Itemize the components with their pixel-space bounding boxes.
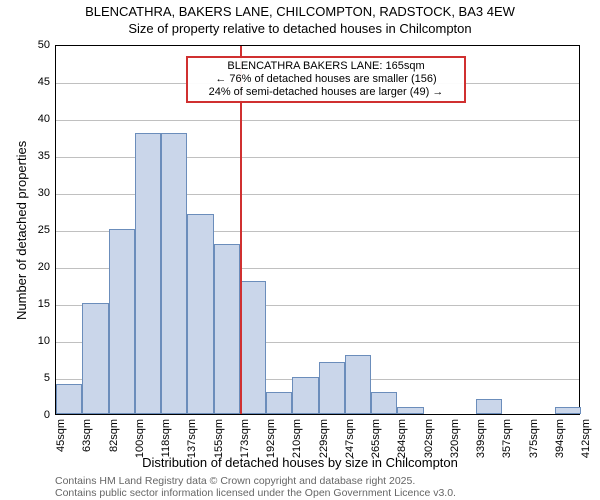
histogram-bar xyxy=(371,392,397,414)
histogram-bar xyxy=(292,377,318,414)
x-tick: 118sqm xyxy=(160,419,172,469)
histogram-bar xyxy=(82,303,108,414)
y-tick: 50 xyxy=(25,39,50,51)
x-tick: 210sqm xyxy=(291,419,303,469)
x-tick: 229sqm xyxy=(318,419,330,469)
histogram-bar xyxy=(266,392,292,414)
y-tick: 45 xyxy=(25,76,50,88)
histogram-bar xyxy=(240,281,266,414)
x-tick: 137sqm xyxy=(186,419,198,469)
x-tick: 63sqm xyxy=(81,419,93,469)
annotation-line: ← 76% of detached houses are smaller (15… xyxy=(194,73,458,86)
gridline xyxy=(56,120,579,121)
histogram-bar xyxy=(135,133,161,414)
histogram-bar xyxy=(476,399,502,414)
footer-1: Contains HM Land Registry data © Crown c… xyxy=(55,475,415,487)
annotation-line: BLENCATHRA BAKERS LANE: 165sqm xyxy=(194,60,458,73)
chart-title-2: Size of property relative to detached ho… xyxy=(0,21,600,36)
x-tick: 265sqm xyxy=(370,419,382,469)
histogram-bar xyxy=(397,407,423,414)
y-tick: 0 xyxy=(25,409,50,421)
x-tick: 173sqm xyxy=(239,419,251,469)
x-tick: 357sqm xyxy=(501,419,513,469)
y-tick: 35 xyxy=(25,150,50,162)
annotation-line: 24% of semi-detached houses are larger (… xyxy=(194,86,458,99)
x-tick: 155sqm xyxy=(213,419,225,469)
histogram-bar xyxy=(56,384,82,414)
x-tick: 192sqm xyxy=(265,419,277,469)
histogram-chart: BLENCATHRA, BAKERS LANE, CHILCOMPTON, RA… xyxy=(0,0,600,500)
x-tick: 82sqm xyxy=(108,419,120,469)
x-tick: 320sqm xyxy=(449,419,461,469)
plot-area: BLENCATHRA BAKERS LANE: 165sqm← 76% of d… xyxy=(55,45,580,415)
annotation-box: BLENCATHRA BAKERS LANE: 165sqm← 76% of d… xyxy=(186,56,466,103)
y-tick: 15 xyxy=(25,298,50,310)
histogram-bar xyxy=(161,133,187,414)
x-tick: 375sqm xyxy=(528,419,540,469)
y-tick: 5 xyxy=(25,372,50,384)
histogram-bar xyxy=(319,362,345,414)
y-tick: 20 xyxy=(25,261,50,273)
x-tick: 284sqm xyxy=(396,419,408,469)
histogram-bar xyxy=(214,244,240,414)
x-tick: 45sqm xyxy=(55,419,67,469)
histogram-bar xyxy=(345,355,371,414)
x-tick: 412sqm xyxy=(580,419,592,469)
y-tick: 40 xyxy=(25,113,50,125)
histogram-bar xyxy=(109,229,135,414)
histogram-bar xyxy=(187,214,213,414)
histogram-bar xyxy=(555,407,581,414)
y-tick: 30 xyxy=(25,187,50,199)
x-tick: 302sqm xyxy=(423,419,435,469)
footer-2: Contains public sector information licen… xyxy=(55,487,456,499)
x-tick: 339sqm xyxy=(475,419,487,469)
x-tick: 394sqm xyxy=(554,419,566,469)
x-tick: 100sqm xyxy=(134,419,146,469)
x-tick: 247sqm xyxy=(344,419,356,469)
y-tick: 25 xyxy=(25,224,50,236)
y-tick: 10 xyxy=(25,335,50,347)
chart-title-1: BLENCATHRA, BAKERS LANE, CHILCOMPTON, RA… xyxy=(0,4,600,19)
